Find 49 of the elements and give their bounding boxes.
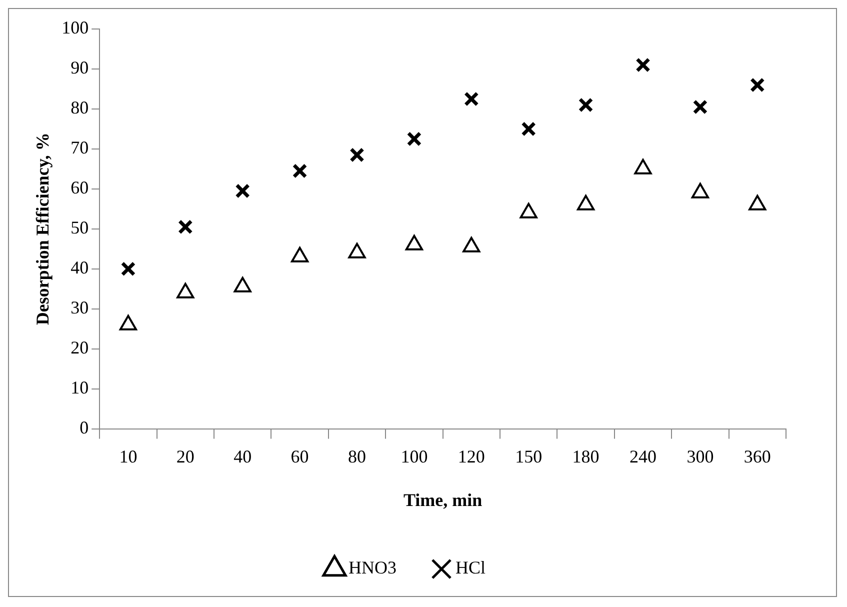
y-tick-label: 30 [70, 298, 89, 318]
x-tick-label: 60 [290, 446, 309, 466]
x-tick-label: 360 [744, 446, 771, 466]
y-tick-label: 10 [70, 378, 89, 398]
point [636, 58, 650, 72]
y-tick-label: 50 [70, 218, 89, 238]
x-tick-label: 20 [176, 446, 194, 466]
point [692, 100, 708, 114]
point [750, 78, 765, 92]
point [748, 194, 766, 210]
x-tick-label: 10 [119, 446, 138, 466]
point [234, 276, 252, 292]
point [119, 314, 137, 330]
point [578, 98, 594, 112]
y-tick-label: 100 [62, 18, 89, 38]
x-tick-label: 40 [234, 446, 252, 466]
point [521, 122, 536, 136]
y-tick-label: 90 [70, 58, 89, 78]
y-tick-label: 0 [80, 418, 89, 438]
x-tick-label: 80 [348, 446, 366, 466]
point [691, 182, 709, 198]
y-axis-title: Desorption Efficiency, % [32, 132, 52, 326]
point [634, 158, 652, 174]
point [464, 92, 479, 106]
legend-label: HCl [455, 558, 486, 578]
point [520, 202, 538, 218]
y-tick-label: 20 [70, 338, 89, 358]
point [462, 236, 480, 252]
x-axis-title: Time, min [403, 490, 482, 510]
point [235, 184, 250, 198]
point [350, 148, 364, 162]
y-tick-label: 70 [70, 138, 89, 158]
x-tick-label: 100 [400, 446, 428, 466]
y-tick-label: 40 [70, 258, 89, 278]
x-tick-label: 180 [572, 446, 600, 466]
point [405, 234, 423, 250]
point [577, 194, 595, 210]
x-tick-label: 240 [630, 446, 656, 466]
y-tick-label: 80 [70, 98, 89, 118]
point [348, 242, 366, 258]
point [406, 132, 422, 146]
x-tick-label: 300 [686, 446, 714, 466]
legend-label: HNO3 [348, 558, 396, 578]
point [291, 246, 309, 262]
x-tick-label: 120 [458, 446, 485, 466]
point [292, 164, 308, 178]
x-tick-label: 150 [515, 446, 542, 466]
point [176, 282, 194, 298]
y-tick-label: 60 [70, 178, 89, 198]
